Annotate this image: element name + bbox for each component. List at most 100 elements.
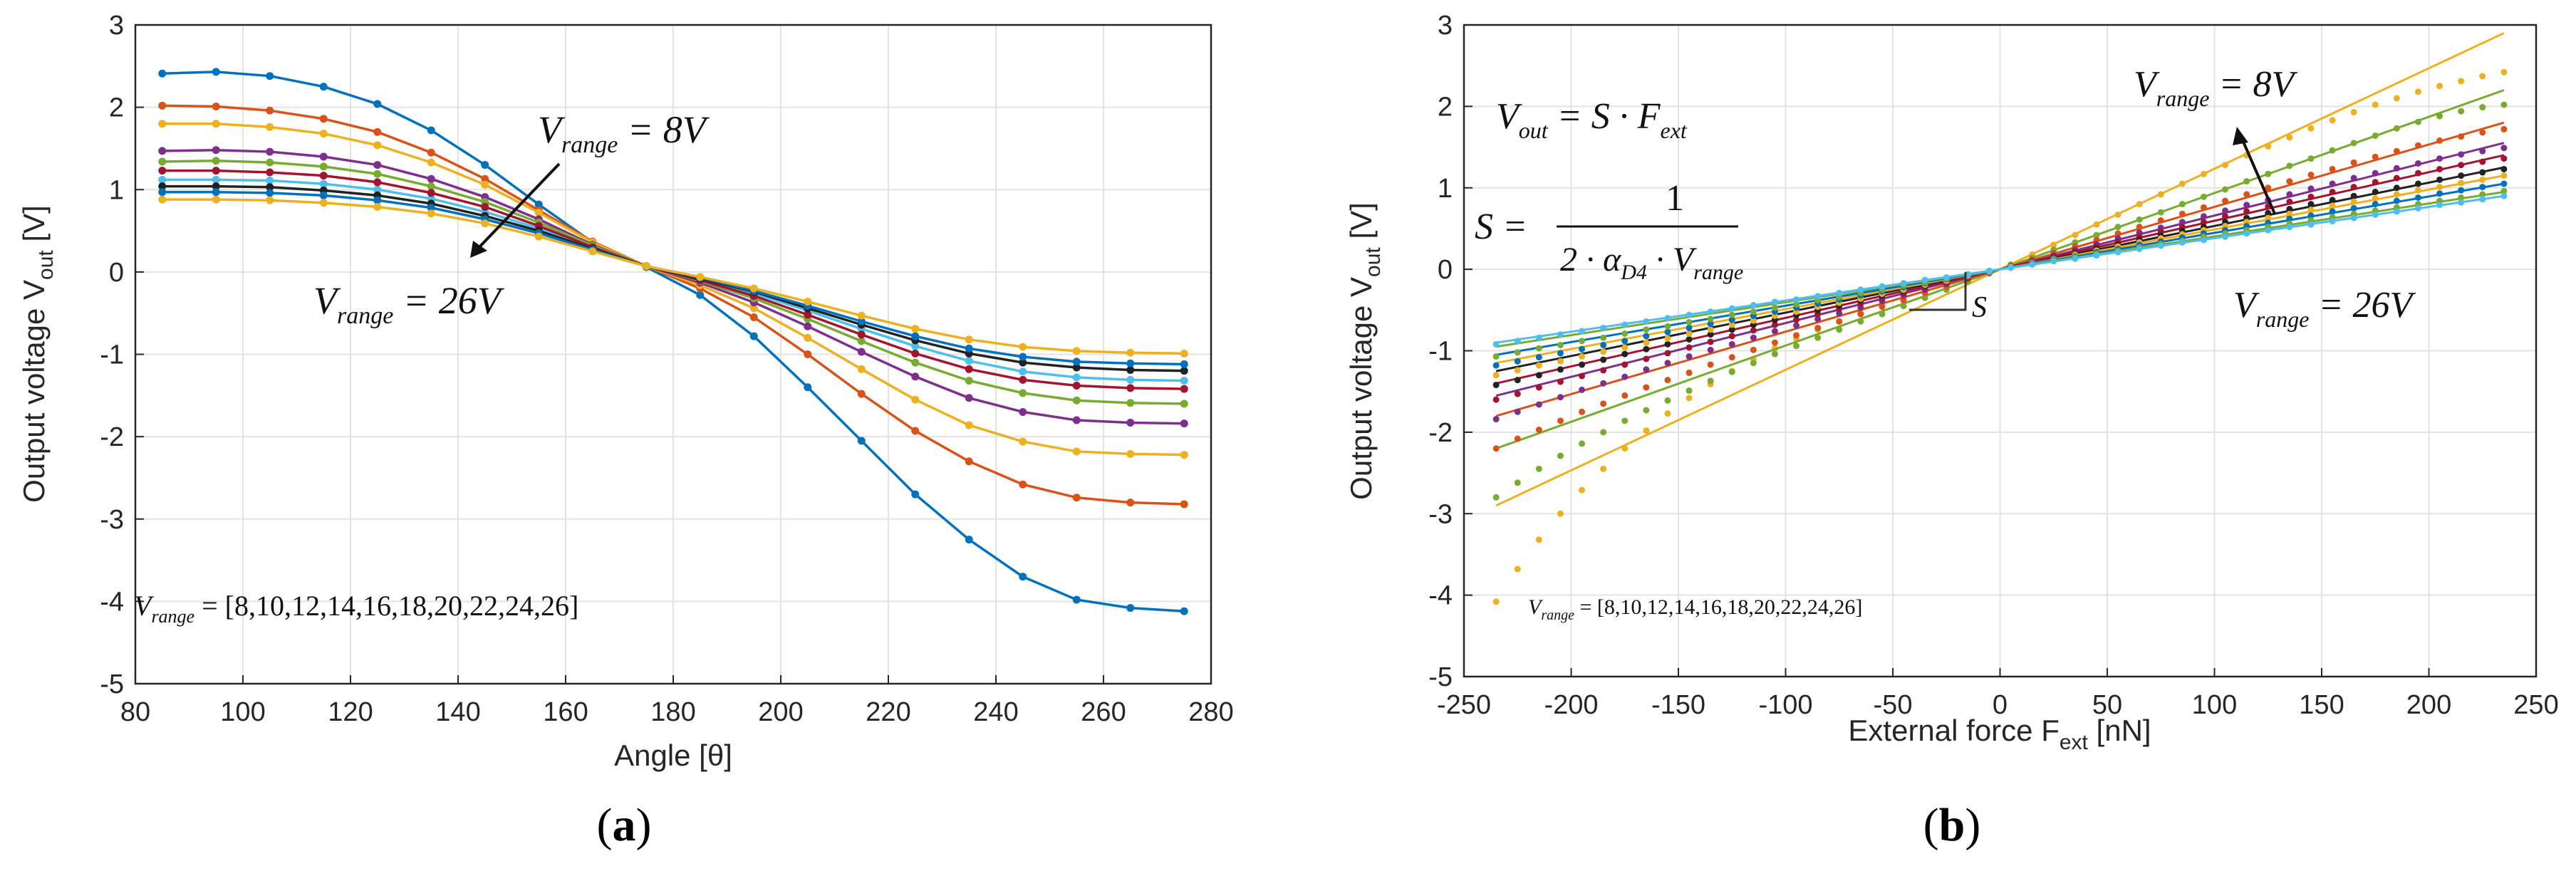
panel-b-series-6-point [1664,340,1671,348]
panel-b-series-4-point [1836,310,1843,317]
panel-b-series-5-point [2436,165,2443,172]
panel-a-series-6-point [1019,367,1027,376]
panel-b-series-5-point [1579,372,1586,380]
panel-b-series-5-point [1600,367,1607,374]
panel-b-series-2-point [2222,186,2229,193]
panel-b-series-1-point [1514,565,1521,573]
panel-b-equation-s: S = 1 2 · αD4 · Vrange [1475,178,1743,284]
panel-b-series-10-point [1664,315,1671,322]
panel-b-xtick-label: -200 [1544,690,1598,720]
panel-b-series-10-point [2307,221,2315,228]
panel-b-series-2-point [1921,294,1928,301]
panel-b-series-10-point [1707,308,1714,316]
panel-a-series-1-point [212,68,220,76]
panel-b-series-9-point [1707,316,1714,323]
panel-b-series-7-point [2265,214,2272,221]
panel-b-series-8-point [1707,320,1714,328]
panel-b-series-6-point [2286,205,2293,212]
panel-b-series-5-point [2243,208,2250,215]
panel-b-series-4-point [1686,353,1693,360]
panel-b-series-2-point [2307,155,2315,162]
panel-b-series-3-point [1514,435,1521,442]
panel-a-series-7-point [1126,384,1135,392]
panel-b-series-5-point [2200,219,2207,226]
panel-a-series-3-point [266,122,274,131]
panel-b-series-10-point [2200,236,2207,244]
panel-b-series-2-point [2458,108,2465,115]
panel-b-series-4-point [1621,373,1629,380]
panel-b-series-3-point [1857,311,1864,318]
panel-a-series-9-point [212,188,220,197]
panel-a-series-1-point [696,291,705,299]
panel-a-series-1-point [319,83,328,91]
panel-a-series-7-point [481,203,489,212]
panel-b-series-4-point [1514,408,1521,415]
panel-b-series-4-point [2200,213,2207,220]
panel-a-series-1-line [162,71,1185,612]
panel-b-series-3-point [1793,332,1800,339]
panel-a-series-9-point [1019,353,1027,361]
panel-b-series-9-point [1492,353,1500,360]
panel-a-series-2-point [1126,499,1135,507]
panel-b-series-1-point [2050,241,2057,249]
panel-b-series-8-point [2393,197,2400,204]
panel-b-series-9-point [1600,334,1607,341]
panel-b-series-9-point [2479,191,2486,198]
panel-b-series-4-point [2372,170,2379,177]
panel-b-series-3-point [2136,224,2143,231]
panel-b-annotation-8v: Vrange = 8V [2134,64,2298,111]
panel-b-series-1-point [2200,170,2207,177]
panel-b-series-5-point [1535,384,1542,391]
panel-a-series-2-point [965,457,973,466]
panel-b-series [1492,32,2508,605]
panel-a-series-2-point [857,390,866,398]
panel-a-series-9-point [158,188,167,197]
panel-b-annotation-26v: Vrange = 26V [2233,285,2416,332]
panel-b-series-4-point [2178,219,2186,226]
panel-b-series-10-point [2329,218,2336,225]
panel-a-xtick-label: 160 [543,697,588,727]
panel-b-series-2-point [1621,417,1629,424]
panel-a-ytick-label: 0 [109,258,124,288]
panel-b-series-5-point [2414,170,2421,177]
panel-a-ytick-label: 1 [109,175,124,205]
panel-b-series-5-point [1514,390,1521,397]
panel-b-series-3-point [1600,400,1607,407]
panel-b-series-6-point [1728,326,1735,333]
panel-b-series-1-point [2072,231,2079,239]
panel-a-series-6-point [911,342,920,350]
panel-b-arrow [2239,135,2276,214]
panel-a-series-5-point [373,170,382,178]
panel-b-series-3-point [1664,377,1671,384]
panel-b-series-1-point [1557,510,1564,517]
panel-b-series-1-point [1664,410,1671,417]
panel-a-series-10-point [158,195,167,204]
panel-b-series-1-point [1535,536,1542,543]
panel-a-series-4-point [857,348,866,356]
panel-b-series-9-point [1621,330,1629,337]
panel-a-series-8-point [212,182,220,191]
panel-b-series-1-point [1579,486,1586,494]
panel-b-series-3-point [2350,159,2357,166]
panel-b-series-5-point [1728,333,1735,340]
panel-b-series-8-point [2350,204,2357,212]
panel-b-series-4-point [1750,334,1757,341]
panel-a-xtick-label: 220 [866,697,910,727]
panel-a-xtick-label: 260 [1081,697,1126,727]
panel-b-series-5-point [2222,213,2229,220]
panel-b-series-10-point [1686,311,1693,318]
panel-a-series-3-point [1126,449,1135,458]
panel-b-series-1-point [2093,221,2100,228]
panel-b-series-5-point [2500,155,2508,162]
panel-b-series-10-point [1535,334,1542,341]
panel-a-series-10-point [319,199,328,207]
panel-b-series-1-point [2307,125,2315,132]
panel-b-series-8-point [2436,190,2443,197]
panel-a-series-3-point [158,120,167,128]
panel-b-series-10-point [2178,239,2186,246]
panel-b-series-3-point [2286,178,2293,185]
panel-a-ytick-label: 2 [109,93,124,123]
panel-b-series-3-point [2178,210,2186,217]
panel-b-series-6-point [1579,361,1586,368]
panel-b-series-10-point [1600,324,1607,331]
